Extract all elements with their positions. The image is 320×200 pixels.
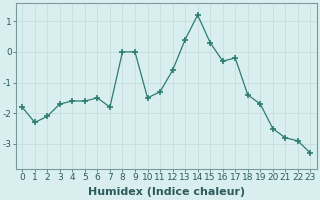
X-axis label: Humidex (Indice chaleur): Humidex (Indice chaleur): [88, 187, 245, 197]
